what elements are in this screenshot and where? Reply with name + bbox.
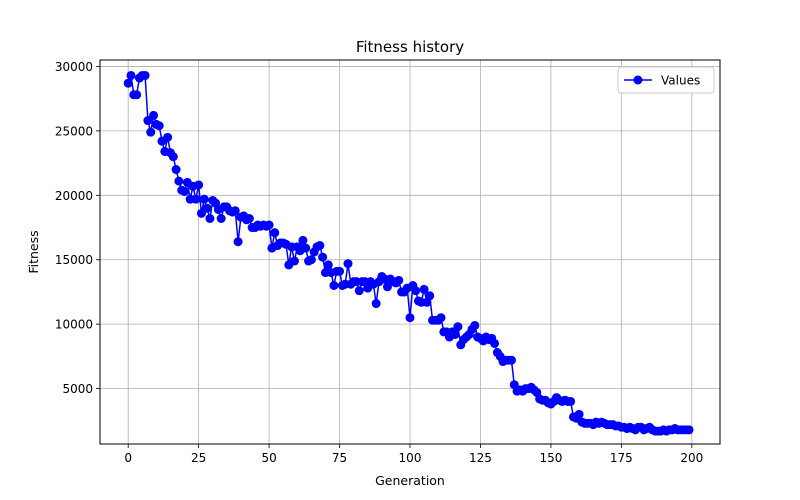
- legend-label: Values: [661, 74, 700, 88]
- x-tick-label: 25: [191, 451, 206, 465]
- x-tick-label: 150: [539, 451, 562, 465]
- data-point: [419, 284, 429, 294]
- legend: Values: [617, 66, 715, 94]
- y-tick-label: 5000: [62, 382, 93, 396]
- data-point: [450, 329, 460, 339]
- data-point: [566, 396, 576, 406]
- chart-title: Fitness history: [356, 38, 464, 56]
- y-axis-label: Fitness: [26, 230, 41, 273]
- data-point: [343, 259, 353, 269]
- data-point: [470, 320, 480, 330]
- legend-box: [617, 66, 715, 94]
- data-point: [140, 70, 150, 80]
- data-point: [298, 235, 308, 245]
- data-point: [233, 237, 243, 247]
- data-point: [230, 206, 240, 216]
- data-point: [371, 299, 381, 309]
- y-tick-label: 25000: [55, 124, 93, 138]
- grid: [100, 60, 720, 444]
- x-tick-label: 200: [680, 451, 703, 465]
- series-layer: [123, 70, 694, 436]
- legend-marker-sample: [633, 75, 643, 85]
- x-tick-label: 50: [261, 451, 276, 465]
- data-point: [323, 260, 333, 270]
- data-point: [174, 176, 184, 186]
- data-point: [329, 281, 339, 290]
- data-point: [289, 256, 299, 266]
- x-tick-label: 75: [332, 451, 347, 465]
- data-point: [191, 194, 201, 204]
- data-point: [180, 186, 190, 196]
- data-point: [168, 152, 178, 162]
- y-tick-label: 10000: [55, 318, 93, 332]
- data-point: [194, 180, 204, 190]
- data-point: [318, 252, 328, 262]
- data-point: [335, 266, 345, 276]
- data-point: [453, 322, 463, 332]
- x-tick-label: 0: [124, 451, 132, 465]
- axis-ticks: 0 25 50 75 100 125 150 175 200 5000 10000 15000 2000…: [55, 60, 703, 465]
- data-point: [199, 194, 209, 204]
- data-point: [163, 132, 173, 142]
- data-point: [394, 275, 404, 285]
- data-point: [149, 110, 159, 120]
- data-point: [126, 70, 136, 80]
- data-point: [123, 78, 133, 88]
- x-tick-label: 100: [399, 451, 422, 465]
- data-point: [436, 313, 446, 323]
- data-point: [574, 409, 584, 419]
- data-point: [490, 338, 500, 348]
- data-point: [132, 90, 142, 100]
- data-point: [405, 313, 415, 323]
- data-point: [301, 243, 311, 253]
- data-point: [354, 286, 364, 296]
- y-tick-label: 15000: [55, 253, 93, 267]
- data-point: [202, 203, 212, 213]
- data-point: [244, 214, 254, 223]
- data-point: [171, 165, 181, 175]
- data-point: [506, 355, 516, 365]
- y-tick-label: 20000: [55, 189, 93, 203]
- x-axis-label: Generation: [375, 473, 445, 488]
- data-point: [154, 121, 164, 131]
- data-point: [411, 286, 421, 296]
- data-point: [315, 241, 325, 251]
- y-tick-label: 30000: [55, 60, 93, 74]
- data-point: [684, 425, 694, 435]
- data-point: [264, 220, 274, 230]
- x-tick-label: 125: [469, 451, 492, 465]
- data-point: [270, 228, 280, 238]
- data-point: [146, 127, 156, 137]
- data-point: [306, 255, 316, 265]
- x-tick-label: 175: [610, 451, 633, 465]
- data-point: [216, 214, 226, 223]
- data-point: [205, 214, 215, 223]
- data-point: [425, 291, 435, 301]
